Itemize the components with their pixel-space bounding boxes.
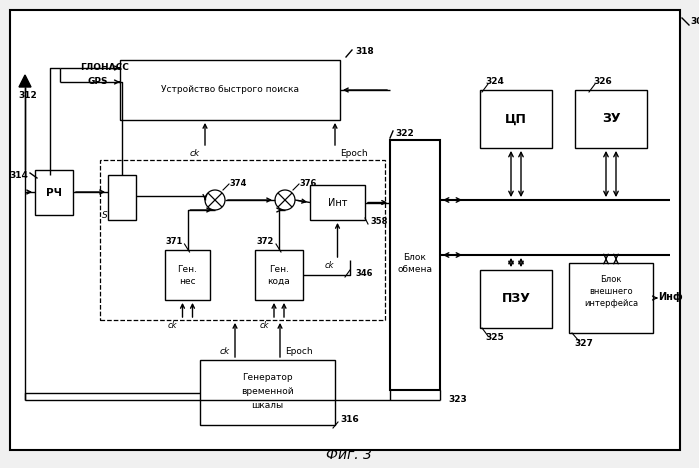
Text: нес: нес — [179, 277, 196, 285]
Bar — [569, 263, 653, 333]
Bar — [108, 175, 136, 220]
Text: ck: ck — [189, 148, 200, 158]
Text: 322: 322 — [395, 129, 414, 138]
Text: ck: ck — [259, 321, 269, 329]
Text: РЧ: РЧ — [46, 188, 62, 197]
Text: 318: 318 — [355, 47, 374, 57]
Text: 372: 372 — [257, 237, 274, 247]
Bar — [165, 250, 210, 300]
Text: 316: 316 — [340, 416, 359, 424]
Bar — [200, 360, 335, 425]
Bar — [310, 185, 365, 220]
Bar — [480, 90, 552, 148]
Text: GPS: GPS — [88, 78, 108, 87]
Text: обмена: обмена — [398, 265, 433, 275]
Text: 324: 324 — [485, 78, 504, 87]
Text: Устройство быстрого поиска: Устройство быстрого поиска — [161, 86, 299, 95]
Text: ЦП: ЦП — [505, 112, 527, 125]
Text: 371: 371 — [165, 237, 182, 247]
Text: Ген.: Ген. — [269, 264, 289, 273]
Bar — [100, 160, 385, 320]
Text: 326: 326 — [593, 78, 612, 87]
Text: 358: 358 — [370, 218, 387, 227]
Bar — [390, 140, 440, 390]
Text: Блок: Блок — [600, 275, 621, 284]
Text: внешнего: внешнего — [589, 286, 633, 295]
Text: 327: 327 — [574, 338, 593, 348]
Bar — [120, 60, 340, 120]
Text: 374: 374 — [229, 180, 246, 189]
Text: 376: 376 — [299, 180, 317, 189]
Text: ПЗУ: ПЗУ — [502, 292, 531, 306]
Text: 323: 323 — [448, 395, 467, 404]
Text: 301: 301 — [690, 17, 699, 27]
Bar — [480, 270, 552, 328]
Bar — [575, 90, 647, 148]
Text: интерфейса: интерфейса — [584, 299, 638, 307]
Text: Epoch: Epoch — [285, 348, 312, 357]
Text: ck: ck — [168, 321, 178, 329]
Text: Блок: Блок — [403, 253, 426, 262]
Text: ck: ck — [219, 348, 230, 357]
Text: Epoch: Epoch — [340, 148, 368, 158]
Text: Инф: Инф — [658, 292, 683, 302]
Text: 346: 346 — [355, 269, 373, 278]
Text: S: S — [102, 211, 108, 219]
Polygon shape — [19, 75, 31, 87]
Text: ck: ck — [325, 261, 335, 270]
Text: шкалы: шкалы — [252, 402, 284, 410]
Text: 314: 314 — [9, 170, 28, 180]
Text: Фиг. 3: Фиг. 3 — [326, 448, 372, 462]
Text: кода: кода — [268, 277, 290, 285]
Text: 312: 312 — [18, 90, 37, 100]
Text: Инт: Инт — [328, 197, 347, 207]
Text: 325: 325 — [485, 334, 504, 343]
Text: ЗУ: ЗУ — [602, 112, 620, 125]
Bar — [255, 250, 303, 300]
Bar — [35, 170, 73, 215]
Text: ГЛОНАСС: ГЛОНАСС — [80, 64, 129, 73]
Text: Ген.: Ген. — [178, 264, 198, 273]
Text: Генератор: Генератор — [242, 373, 293, 382]
Text: временной: временной — [241, 388, 294, 396]
